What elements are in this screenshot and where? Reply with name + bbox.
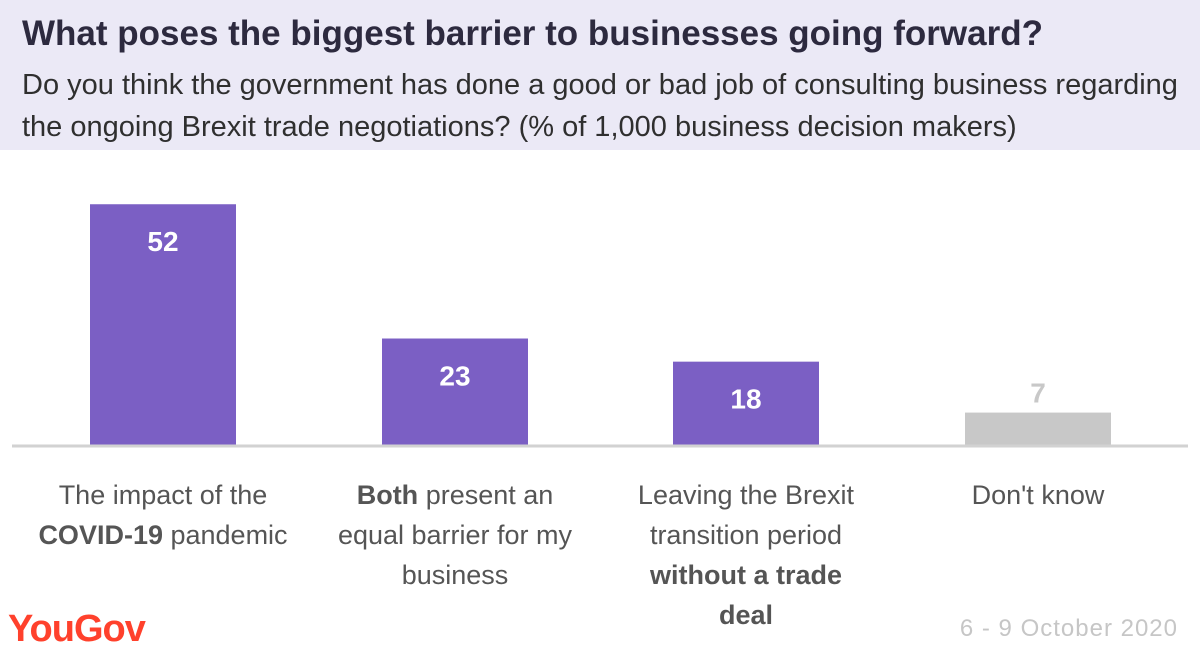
bar-1 — [382, 338, 528, 445]
survey-dates: 6 - 9 October 2020 — [959, 615, 1178, 642]
category-label-3: Don't know — [971, 480, 1105, 510]
chart-subtitle: Do you think the government has done a g… — [22, 69, 1178, 143]
bar-chart: 52 23 18 7 — [12, 204, 1188, 448]
bar-value-label-1: 23 — [439, 361, 470, 392]
bar-value-label-0: 52 — [147, 226, 178, 257]
category-label-1: Both present an equal barrier for my bus… — [337, 480, 573, 590]
category-label-0: The impact of the COVID-19 pandemic — [38, 480, 288, 550]
category-label-2: Leaving the Brexit transition period wit… — [637, 480, 855, 630]
bar-0 — [90, 204, 236, 445]
yougov-logo: YouGov — [8, 608, 146, 650]
bar-2 — [673, 361, 819, 445]
chart-title: What poses the biggest barrier to busine… — [22, 14, 1043, 53]
chart-header: What poses the biggest barrier to busine… — [0, 0, 1200, 150]
bar-value-label-2: 18 — [730, 384, 761, 415]
bar-value-label-3: 7 — [1030, 378, 1046, 409]
bar-3 — [965, 412, 1111, 445]
